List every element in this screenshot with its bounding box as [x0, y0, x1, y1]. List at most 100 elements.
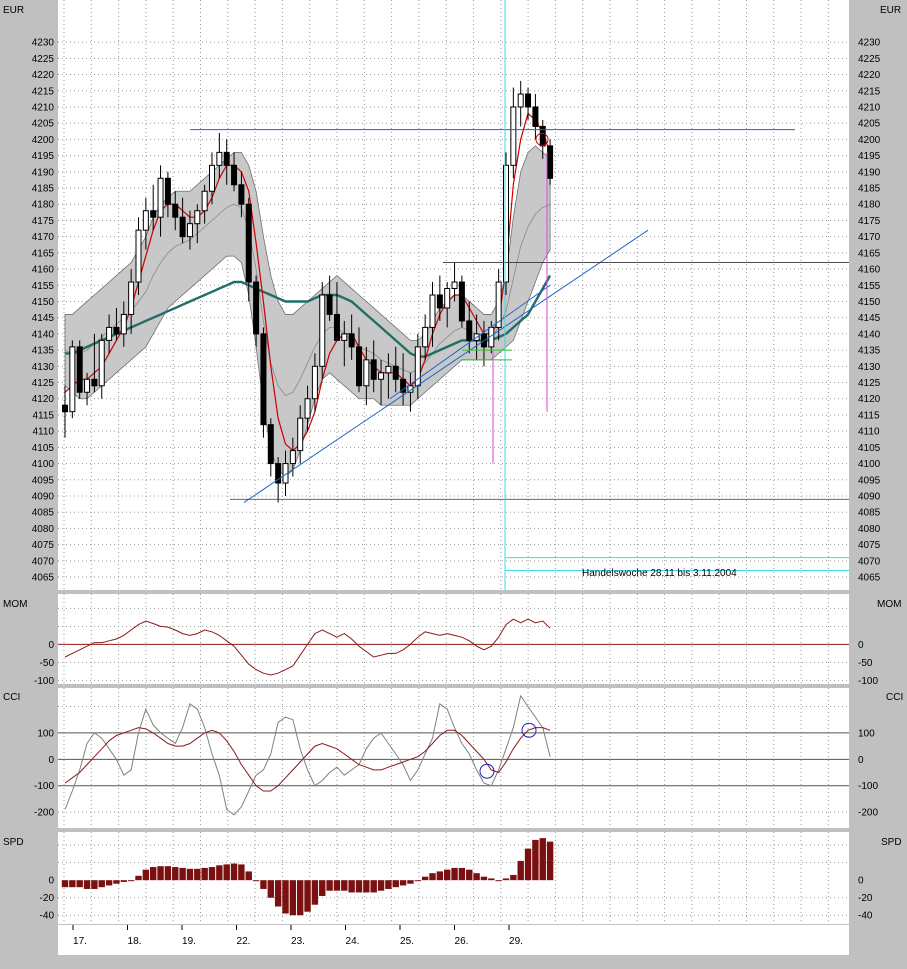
price-tick-left: 4085: [32, 508, 55, 519]
spd-label-right: SPD: [881, 837, 902, 848]
candle-body: [532, 106, 539, 127]
spd-bar: [458, 867, 466, 881]
spd-plot: [61, 838, 554, 916]
spd-bar: [91, 880, 98, 889]
spd-tick-right: -40: [858, 911, 873, 922]
mom-panel-bg: [58, 594, 849, 684]
price-tick-right: 4080: [858, 524, 881, 535]
candle-body: [172, 203, 179, 218]
candle-body: [547, 145, 554, 179]
x-tick-label: 18.: [128, 936, 142, 947]
cci-plot: [64, 694, 551, 816]
mom-tick-left: -100: [34, 676, 54, 687]
spd-bar: [510, 874, 517, 881]
x-axis-bg: [58, 925, 849, 955]
price-tick-left: 4175: [32, 216, 55, 227]
candle-body: [231, 164, 238, 186]
price-tick-right: 4180: [858, 200, 881, 211]
price-tick-right: 4225: [858, 54, 881, 65]
x-axis-labels: 17. 18. 19. 22. 23. 24. 25. 26. 29.: [72, 925, 523, 947]
x-tick-label: 19.: [182, 936, 196, 947]
price-tick-right: 4065: [858, 573, 881, 584]
spd-bar: [274, 880, 282, 907]
price-tick-right: 4195: [858, 151, 881, 162]
spd-bar: [421, 876, 429, 881]
spd-bar: [546, 841, 554, 881]
candle-body: [539, 125, 546, 147]
spd-bar: [179, 867, 186, 881]
price-tick-right: 4095: [858, 475, 881, 486]
price-tick-right: 4155: [858, 281, 881, 292]
candle-body: [238, 184, 245, 205]
price-tick-left: 4120: [32, 394, 55, 405]
candle-body: [525, 93, 532, 108]
candle-body: [392, 365, 399, 380]
candle-body: [458, 281, 465, 322]
candle-body: [216, 151, 223, 166]
price-tick-left: 4190: [32, 167, 55, 178]
candle-body: [260, 333, 267, 426]
spd-bar: [370, 880, 377, 893]
price-tick-left: 4115: [32, 410, 54, 421]
price-tick-right: 4190: [858, 167, 881, 178]
spd-bar: [451, 867, 458, 881]
candle-body: [106, 326, 113, 341]
cci-cross-circle-2: [521, 722, 537, 738]
price-panel-bg: [58, 0, 849, 590]
spd-bar: [341, 880, 348, 891]
candle-body: [142, 210, 149, 231]
spd-bar: [399, 880, 407, 886]
candle-body: [120, 313, 127, 335]
price-tick-left: 4210: [32, 102, 55, 113]
trend-line-upper: [389, 284, 551, 400]
cci-grid: 100 100 0 0 -100 -100 -200 -200: [34, 688, 878, 828]
spd-bar: [466, 869, 473, 881]
trend-line-lower: [243, 229, 649, 503]
candle-body: [495, 281, 502, 328]
candle-body: [297, 417, 304, 452]
spd-tick-right: 0: [858, 876, 864, 887]
price-panel: 4065 4065 4070 4070 4075 4075 4080 4080 4085 4085…: [3, 0, 901, 590]
spd-bar: [172, 867, 179, 881]
spd-panel: 0 0 -20 -20 -40 -40 SPD SPD: [3, 832, 902, 924]
spd-tick-left: -40: [40, 911, 55, 922]
spd-bar: [289, 880, 297, 916]
x-tick-label: 26.: [455, 936, 469, 947]
candle-body: [98, 339, 105, 387]
candle-body: [370, 359, 377, 380]
price-tick-left: 4195: [32, 151, 55, 162]
spd-bar: [495, 880, 502, 882]
spd-bar: [502, 878, 510, 881]
price-tick-right: 4090: [858, 491, 881, 502]
price-tick-right: 4115: [858, 410, 880, 421]
spd-bar: [326, 880, 333, 891]
price-tick-left: 4215: [32, 86, 55, 97]
cci-tick-right: 0: [858, 755, 864, 766]
candle-body: [400, 378, 407, 393]
price-tick-left: 4225: [32, 54, 55, 65]
mom-tick-left: -50: [40, 658, 55, 669]
price-tick-right: 4230: [858, 38, 881, 49]
mom-line: [64, 618, 551, 676]
spd-bar: [311, 880, 319, 905]
candle-body: [179, 216, 186, 238]
spd-bar: [319, 880, 326, 896]
mom-tick-right: -50: [858, 658, 873, 669]
candle-body: [164, 177, 171, 205]
price-tick-left: 4070: [32, 556, 55, 567]
candles: [62, 81, 554, 503]
spd-bar: [245, 871, 252, 881]
spd-bar: [83, 880, 91, 889]
candle-body: [444, 288, 451, 309]
candle-body: [436, 294, 443, 309]
price-tick-right: 4150: [858, 297, 881, 308]
price-tick-right: 4125: [858, 378, 881, 389]
cci-tick-left: -100: [34, 781, 54, 792]
price-tick-right: 4120: [858, 394, 881, 405]
candle-body: [422, 326, 429, 348]
candle-body: [348, 333, 355, 348]
spd-bar: [429, 873, 436, 881]
spd-bar: [238, 864, 245, 881]
cci-tick-left: 0: [48, 755, 54, 766]
candle-body: [201, 190, 208, 212]
